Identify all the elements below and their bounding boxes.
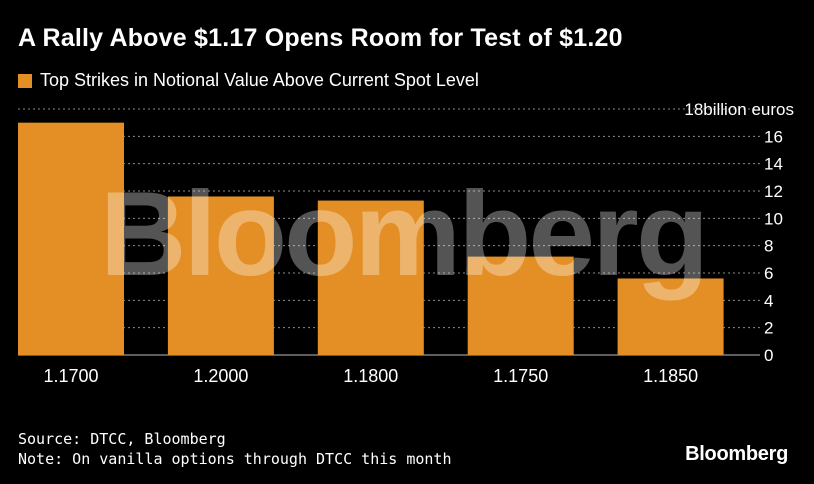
source-note: Source: DTCC, Bloomberg bbox=[18, 430, 226, 448]
y-tick-label: 12 bbox=[764, 182, 783, 201]
y-tick-label: 0 bbox=[764, 346, 773, 365]
y-tick-label: 16 bbox=[764, 127, 783, 146]
x-tick-label: 1.1700 bbox=[43, 366, 98, 386]
y-tick-label: 10 bbox=[764, 209, 783, 228]
bar-1.1750 bbox=[467, 256, 574, 355]
methodology-note: Note: On vanilla options through DTCC th… bbox=[18, 450, 452, 468]
y-tick-label: 14 bbox=[764, 155, 783, 174]
bar-1.1850 bbox=[617, 278, 724, 355]
bar-chart: Bloomberg 0 2 4 6 8 10 12 14 16 18billion euros 1.… bbox=[18, 100, 794, 386]
chart-title: A Rally Above $1.17 Opens Room for Test … bbox=[18, 24, 623, 52]
bar-1.2000 bbox=[167, 196, 274, 355]
y-tick-label: 4 bbox=[764, 291, 773, 310]
y-tick-label: 2 bbox=[764, 319, 773, 338]
y-tick-label: 6 bbox=[764, 264, 773, 283]
chart-footer: Source: DTCC, Bloomberg Note: On vanilla… bbox=[18, 429, 451, 469]
bloomberg-logo: Bloomberg bbox=[685, 443, 788, 465]
y-tick-label: 18billion euros bbox=[684, 100, 794, 119]
legend-label: Top Strikes in Notional Value Above Curr… bbox=[40, 70, 479, 90]
x-tick-label: 1.1850 bbox=[643, 366, 698, 386]
x-tick-label: 1.1800 bbox=[343, 366, 398, 386]
x-tick-label: 1.2000 bbox=[193, 366, 248, 386]
x-tick-label: 1.1750 bbox=[493, 366, 548, 386]
y-tick-label: 8 bbox=[764, 237, 773, 256]
bloomberg-watermark: Bloomberg bbox=[100, 167, 706, 301]
bar-1.1700 bbox=[18, 122, 124, 355]
legend-swatch bbox=[18, 73, 32, 88]
chart-legend: Top Strikes in Notional Value Above Curr… bbox=[18, 70, 479, 91]
bar-1.1800 bbox=[317, 200, 424, 355]
